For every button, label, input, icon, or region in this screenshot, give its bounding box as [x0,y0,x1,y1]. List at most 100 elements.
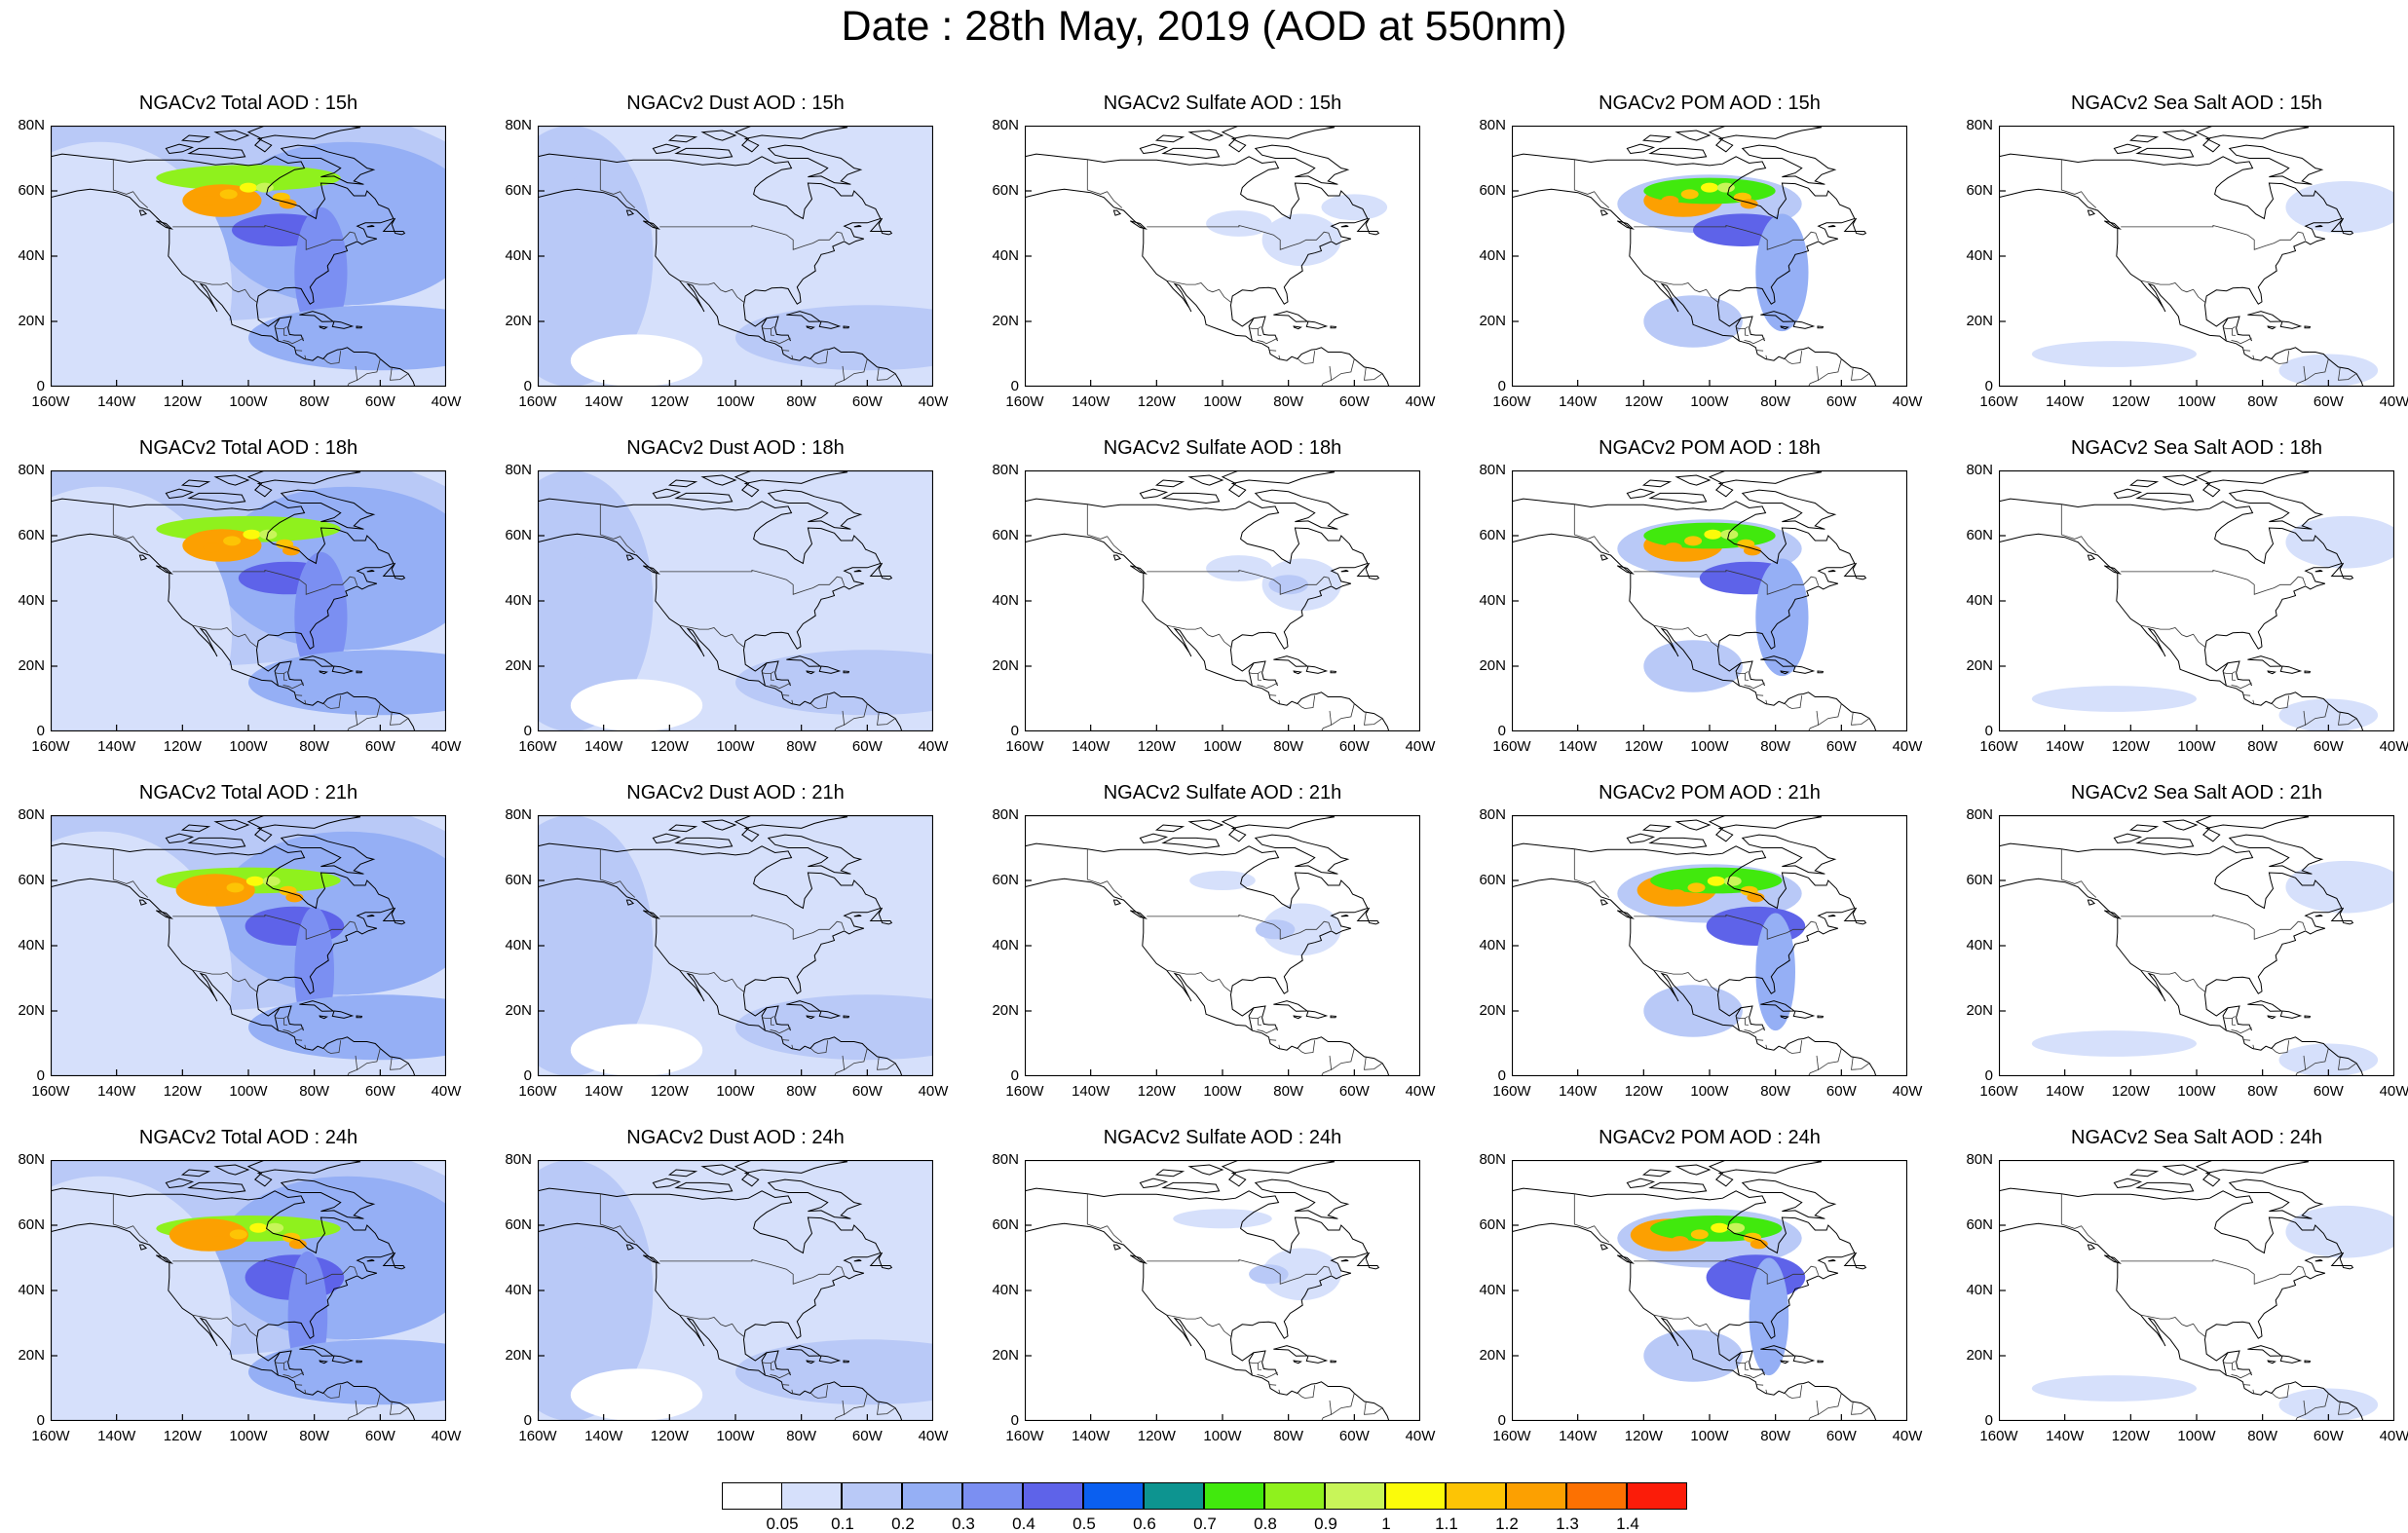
colorbar-label: 0.1 [831,1514,854,1533]
y-tick-label: 0 [36,1412,45,1429]
x-tick-label: 60W [364,738,395,755]
y-tick-label: 40N [992,592,1019,609]
x-tick-label: 60W [1825,393,1857,410]
y-tick-label: 40N [18,247,45,264]
panel-title: NGACv2 Sea Salt AOD : 18h [2071,437,2322,459]
x-tick-label: 40W [431,738,462,755]
y-tick-label: 0 [1497,1412,1506,1429]
y-tick-label: 80N [992,462,1019,478]
x-tick-label: 60W [1825,1428,1857,1444]
y-tick-label: 60N [1966,182,1993,199]
x-tick-label: 160W [1005,393,1044,410]
y-tick-label: 60N [1479,1216,1506,1233]
x-tick-label: 160W [518,393,557,410]
panel-title: NGACv2 Total AOD : 24h [138,1127,358,1148]
colorbar-label: 0.05 [766,1514,799,1533]
x-tick-label: 140W [584,1083,623,1100]
y-tick-label: 60N [992,527,1019,543]
x-tick-label: 160W [1492,393,1531,410]
x-tick-label: 120W [650,393,689,410]
x-tick-label: 60W [364,1083,395,1100]
y-tick-label: 80N [992,806,1019,823]
colorbar-label: 0.3 [952,1514,975,1533]
country-borders [1086,848,1383,1076]
x-tick-label: 80W [299,1428,330,1444]
colorbar-swatch [722,1482,782,1510]
colorbar-swatch [1627,1482,1687,1510]
x-tick-label: 60W [1338,1428,1370,1444]
aod-field [1617,864,1806,1037]
x-tick-label: 120W [1137,738,1176,755]
y-tick-label: 40N [1479,247,1506,264]
aod-field [1206,555,1341,612]
panel-title: NGACv2 Sulfate AOD : 24h [1103,1127,1342,1148]
colorbar-label: 1.3 [1556,1514,1579,1533]
colorbar-swatch [1023,1482,1083,1510]
y-tick-label: 60N [18,1216,45,1233]
x-tick-label: 60W [2313,1428,2344,1444]
x-tick-label: 120W [2111,1428,2150,1444]
panel-title: NGACv2 Dust AOD : 15h [626,93,845,114]
x-tick-label: 80W [2247,1428,2278,1444]
y-tick-label: 80N [1479,117,1506,133]
colorbar-label: 0.2 [891,1514,915,1533]
colorbar-swatch [1385,1482,1446,1510]
map-plot [538,815,933,1076]
x-tick-label: 100W [716,1428,755,1444]
panel-title: NGACv2 Sea Salt AOD : 15h [2071,93,2322,114]
y-tick-label: 60N [505,182,532,199]
y-tick-label: 80N [1966,1151,1993,1168]
y-tick-label: 80N [992,117,1019,133]
map-plot [1025,126,1420,387]
x-tick-label: 40W [918,1083,949,1100]
x-tick-label: 160W [1005,738,1044,755]
y-tick-label: 80N [18,806,45,823]
colorbar-swatch [1144,1482,1204,1510]
x-tick-label: 140W [2046,393,2085,410]
y-tick-label: 0 [523,1412,532,1429]
x-tick-label: 100W [1203,393,1242,410]
x-tick-label: 80W [786,1083,817,1100]
x-tick-label: 160W [518,1428,557,1444]
colorbar-label: 0.4 [1012,1514,1035,1533]
panel-title: NGACv2 Dust AOD : 21h [626,782,845,804]
x-tick-label: 100W [1203,1428,1242,1444]
x-tick-label: 40W [1405,738,1436,755]
coastline [51,126,416,387]
aod-field [2031,1205,2394,1421]
y-tick-label: 40N [1479,592,1506,609]
panel-title: NGACv2 Dust AOD : 18h [626,437,845,459]
y-tick-label: 80N [1479,462,1506,478]
colorbar-swatch [1083,1482,1144,1510]
panel-title: NGACv2 Sea Salt AOD : 24h [2071,1127,2322,1148]
map-plot [538,126,933,387]
map-plot [1512,126,1907,387]
x-tick-label: 120W [1624,1428,1663,1444]
x-tick-label: 120W [2111,1083,2150,1100]
aod-field [538,815,933,1076]
x-tick-label: 60W [2313,1083,2344,1100]
y-tick-label: 0 [36,378,45,394]
map-plot [1512,1160,1907,1421]
colorbar-label: 0.8 [1254,1514,1277,1533]
x-tick-label: 60W [1825,738,1857,755]
coastline [1025,1160,1390,1421]
y-tick-label: 0 [1497,1067,1506,1084]
figure-title: Date : 28th May, 2019 (AOD at 550nm) [841,3,1567,50]
colorbar-label: 1 [1381,1514,1391,1533]
colorbar-swatch [1566,1482,1627,1510]
y-tick-label: 60N [505,872,532,888]
y-tick-label: 80N [1966,117,1993,133]
y-tick-label: 60N [1966,872,1993,888]
coastline [538,1160,903,1421]
coastline [1512,815,1877,1076]
y-tick-label: 20N [505,1002,532,1019]
colorbar-label: 1.2 [1495,1514,1519,1533]
y-tick-label: 60N [992,1216,1019,1233]
y-tick-label: 20N [1479,1002,1506,1019]
panel-title: NGACv2 POM AOD : 24h [1599,1127,1821,1148]
x-tick-label: 140W [1559,738,1598,755]
y-tick-label: 80N [992,1151,1019,1168]
map-plot [51,1160,446,1421]
y-tick-label: 20N [18,1002,45,1019]
